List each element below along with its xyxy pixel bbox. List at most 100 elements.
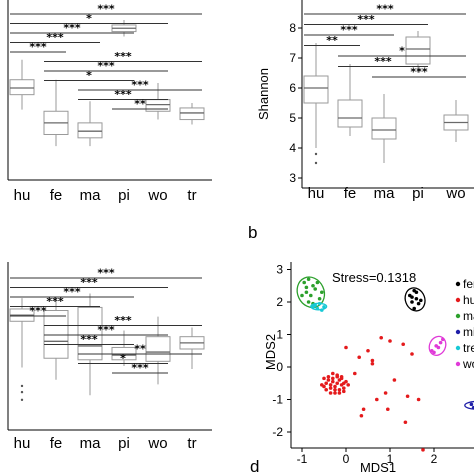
scatter-point	[328, 391, 333, 395]
y-tick-label: 3	[276, 263, 283, 277]
x-tick-label-fe: fe	[50, 435, 63, 452]
scatter-point	[315, 280, 320, 285]
significance-label: *	[86, 12, 92, 25]
scatter-point	[333, 387, 337, 392]
scatter-point	[410, 300, 414, 304]
scatter-point	[322, 305, 326, 309]
scatter-point	[405, 394, 410, 399]
scatter-point	[328, 386, 333, 390]
scatter-point	[388, 339, 392, 343]
scatter-point	[335, 381, 340, 386]
series-fer	[404, 287, 426, 312]
confidence-ellipse	[404, 287, 426, 312]
scatter-point	[324, 387, 329, 392]
y-axis-label: Shannon	[256, 68, 271, 120]
x-tick-label-tr: tr	[187, 435, 196, 452]
significance-label: ***	[114, 50, 132, 63]
box-tr	[179, 102, 205, 125]
scatter-point	[304, 290, 309, 295]
scatter-point	[386, 407, 390, 412]
panel-3: hu fe ma pi wo tr****************************…	[7, 262, 212, 452]
y-tick-label: 5	[289, 111, 296, 125]
legend-label-wo: wo	[462, 357, 474, 371]
series-tre	[310, 301, 328, 312]
significance-label: ***	[63, 22, 81, 35]
scatter-point	[342, 386, 346, 390]
scatter-point	[471, 405, 474, 410]
box-pi	[111, 19, 137, 37]
confidence-ellipse	[464, 400, 474, 410]
significance-label: ***	[114, 88, 132, 101]
scatter-point	[302, 280, 307, 285]
x-tick-label-wo: wo	[147, 187, 167, 204]
scatter-point	[359, 413, 364, 418]
significance-label: ***	[46, 295, 64, 308]
box-tr	[179, 327, 205, 370]
scatter-point	[337, 391, 342, 395]
box-wo	[145, 83, 171, 120]
scatter-point	[469, 402, 474, 407]
x-tick-label-fe: fe	[50, 187, 63, 204]
scatter-point	[337, 387, 342, 392]
x-axis-label: MDS1	[360, 460, 396, 474]
scatter-point	[436, 345, 441, 350]
scatter-point	[370, 361, 375, 366]
scatter-point	[379, 335, 384, 340]
scatter-point	[317, 296, 322, 301]
scatter-point	[353, 371, 357, 376]
scatter-point	[410, 295, 414, 299]
scatter-point	[335, 373, 340, 377]
x-tick-label: 2	[431, 452, 438, 466]
legend-marker	[455, 345, 461, 351]
scatter-point	[421, 448, 425, 452]
outlier-point	[20, 384, 24, 388]
significance-label: **	[134, 343, 146, 356]
significance-label: *	[120, 352, 126, 365]
legend: fer hu ma mi tre wo	[455, 277, 474, 371]
x-tick-label-pi: pi	[118, 435, 130, 452]
scatter-point	[326, 378, 331, 382]
x-tick-label-ma: ma	[374, 185, 395, 202]
box-wo	[443, 100, 469, 142]
x-tick-label: -1	[297, 452, 308, 466]
series-mi	[464, 400, 474, 410]
legend-marker	[455, 313, 461, 319]
y-tick-label: 6	[289, 81, 296, 95]
scatter-point	[317, 301, 322, 306]
scatter-point	[403, 420, 408, 425]
panel-1: hu fe ma pi wo tr****************************	[7, 0, 212, 204]
series-wo	[428, 335, 447, 356]
scatter-point	[346, 383, 351, 387]
box-ma	[77, 101, 103, 147]
x-tick-label-hu: hu	[308, 185, 325, 202]
significance-label: ***	[114, 314, 132, 327]
outlier-point	[20, 398, 24, 402]
x-tick-label-fe: fe	[344, 185, 357, 202]
legend-marker	[455, 329, 461, 335]
scatter-point	[300, 293, 304, 298]
scatter-point	[414, 296, 419, 301]
scatter-point	[320, 290, 324, 295]
scatter-point	[370, 358, 375, 363]
y-tick-label: -2	[272, 425, 283, 439]
outlier-point	[314, 152, 318, 156]
box-hu	[9, 59, 35, 110]
scatter-point	[410, 352, 414, 356]
x-tick-label-ma: ma	[80, 187, 101, 204]
scatter-point	[313, 287, 318, 291]
box-pi	[405, 31, 431, 73]
outlier-point	[20, 390, 24, 394]
scatter-point	[320, 308, 324, 312]
y-tick-label: 4	[289, 141, 296, 155]
y-tick-label: 7	[289, 51, 296, 65]
scatter-point	[392, 378, 397, 382]
scatter-point	[441, 337, 445, 342]
box-body	[337, 99, 363, 128]
box-body	[145, 99, 171, 112]
box-fe	[43, 79, 69, 147]
scatter-point	[361, 407, 366, 412]
scatter-point	[320, 383, 324, 387]
legend-label-hu: hu	[463, 293, 474, 307]
